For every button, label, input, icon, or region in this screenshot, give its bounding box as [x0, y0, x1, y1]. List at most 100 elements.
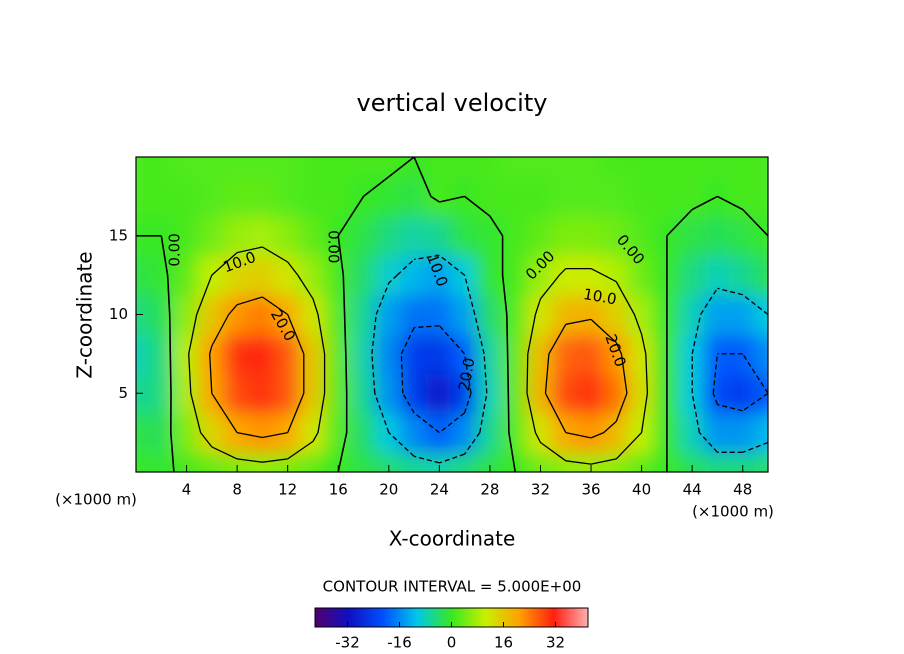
- y-tick-label: 5: [118, 384, 128, 402]
- cell: [678, 254, 706, 296]
- cell: [375, 254, 403, 296]
- cell: [703, 293, 732, 336]
- cell: [627, 215, 656, 257]
- cell: [248, 333, 277, 375]
- cell: [400, 372, 428, 414]
- cell: [349, 372, 378, 414]
- cell: [299, 175, 327, 218]
- cell: [324, 157, 352, 178]
- cell: [198, 333, 226, 375]
- cell: [451, 333, 479, 375]
- x-tick-label: 12: [278, 481, 297, 499]
- cell: [729, 215, 757, 257]
- cell: [198, 175, 226, 218]
- cell: [627, 451, 656, 472]
- cell: [274, 372, 302, 414]
- cell: [299, 157, 327, 178]
- cell: [425, 215, 453, 257]
- contour-line: [209, 296, 628, 439]
- contours: [136, 157, 768, 472]
- cell: [754, 411, 768, 454]
- cell: [754, 293, 768, 336]
- cell: [501, 333, 529, 375]
- cell: [526, 215, 555, 257]
- cell: [349, 157, 378, 178]
- cell: [324, 175, 352, 218]
- cell: [602, 175, 630, 218]
- cell: [324, 411, 352, 454]
- cell: [754, 175, 768, 218]
- cell: [653, 175, 681, 218]
- cell: [223, 215, 251, 257]
- cell: [526, 451, 555, 472]
- cell: [729, 175, 757, 218]
- cell: [375, 157, 403, 178]
- cell: [136, 451, 150, 472]
- cell: [248, 293, 277, 336]
- cell: [248, 175, 277, 218]
- cell: [375, 175, 403, 218]
- heatmap: [136, 157, 768, 472]
- cell: [299, 411, 327, 454]
- y-axis-title: Z-coordinate: [73, 251, 97, 378]
- cell: [451, 215, 479, 257]
- cell: [400, 215, 428, 257]
- colorbar-tick-label: 16: [494, 634, 513, 652]
- cell: [627, 333, 656, 375]
- cell: [703, 215, 732, 257]
- cell: [501, 175, 529, 218]
- cell: [425, 333, 453, 375]
- cell: [223, 175, 251, 218]
- cell: [476, 215, 504, 257]
- y-tick-label: 10: [109, 305, 128, 323]
- cell: [136, 175, 150, 218]
- cell: [729, 451, 757, 472]
- cell: [552, 215, 580, 257]
- cell: [349, 411, 378, 454]
- contour-line: [371, 254, 768, 464]
- contour-line: [188, 246, 649, 465]
- cell: [678, 451, 706, 472]
- cell: [147, 157, 175, 178]
- cell: [136, 411, 150, 454]
- cell: [552, 293, 580, 336]
- colorbar-tick-label: 0: [447, 634, 457, 652]
- cell: [147, 293, 175, 336]
- cell: [476, 372, 504, 414]
- cell: [299, 254, 327, 296]
- cell: [678, 175, 706, 218]
- cell: [476, 451, 504, 472]
- cell: [198, 451, 226, 472]
- x-tick-label: 40: [632, 481, 651, 499]
- cell: [577, 157, 605, 178]
- x-unit-label: (×1000 m): [692, 503, 774, 521]
- cell: [526, 372, 555, 414]
- cell: [274, 175, 302, 218]
- cell: [136, 254, 150, 296]
- cell: [526, 411, 555, 454]
- contour-label: 20.0: [455, 356, 479, 392]
- cell: [375, 333, 403, 375]
- cell: [526, 157, 555, 178]
- x-tick-label: 28: [480, 481, 499, 499]
- cell: [627, 254, 656, 296]
- cell: [476, 175, 504, 218]
- cell: [577, 411, 605, 454]
- contour-line: [400, 325, 768, 434]
- x-tick-label: 32: [531, 481, 550, 499]
- cell: [577, 175, 605, 218]
- x-axis-title: X-coordinate: [389, 527, 516, 551]
- cell: [198, 157, 226, 178]
- cell: [729, 293, 757, 336]
- cell: [602, 157, 630, 178]
- cell: [754, 254, 768, 296]
- cell: [552, 333, 580, 375]
- cell: [136, 157, 150, 178]
- cell: [223, 157, 251, 178]
- cell: [627, 372, 656, 414]
- cell: [754, 451, 768, 472]
- cell: [425, 451, 453, 472]
- cell: [400, 451, 428, 472]
- colorbar-tick-label: -32: [335, 634, 360, 652]
